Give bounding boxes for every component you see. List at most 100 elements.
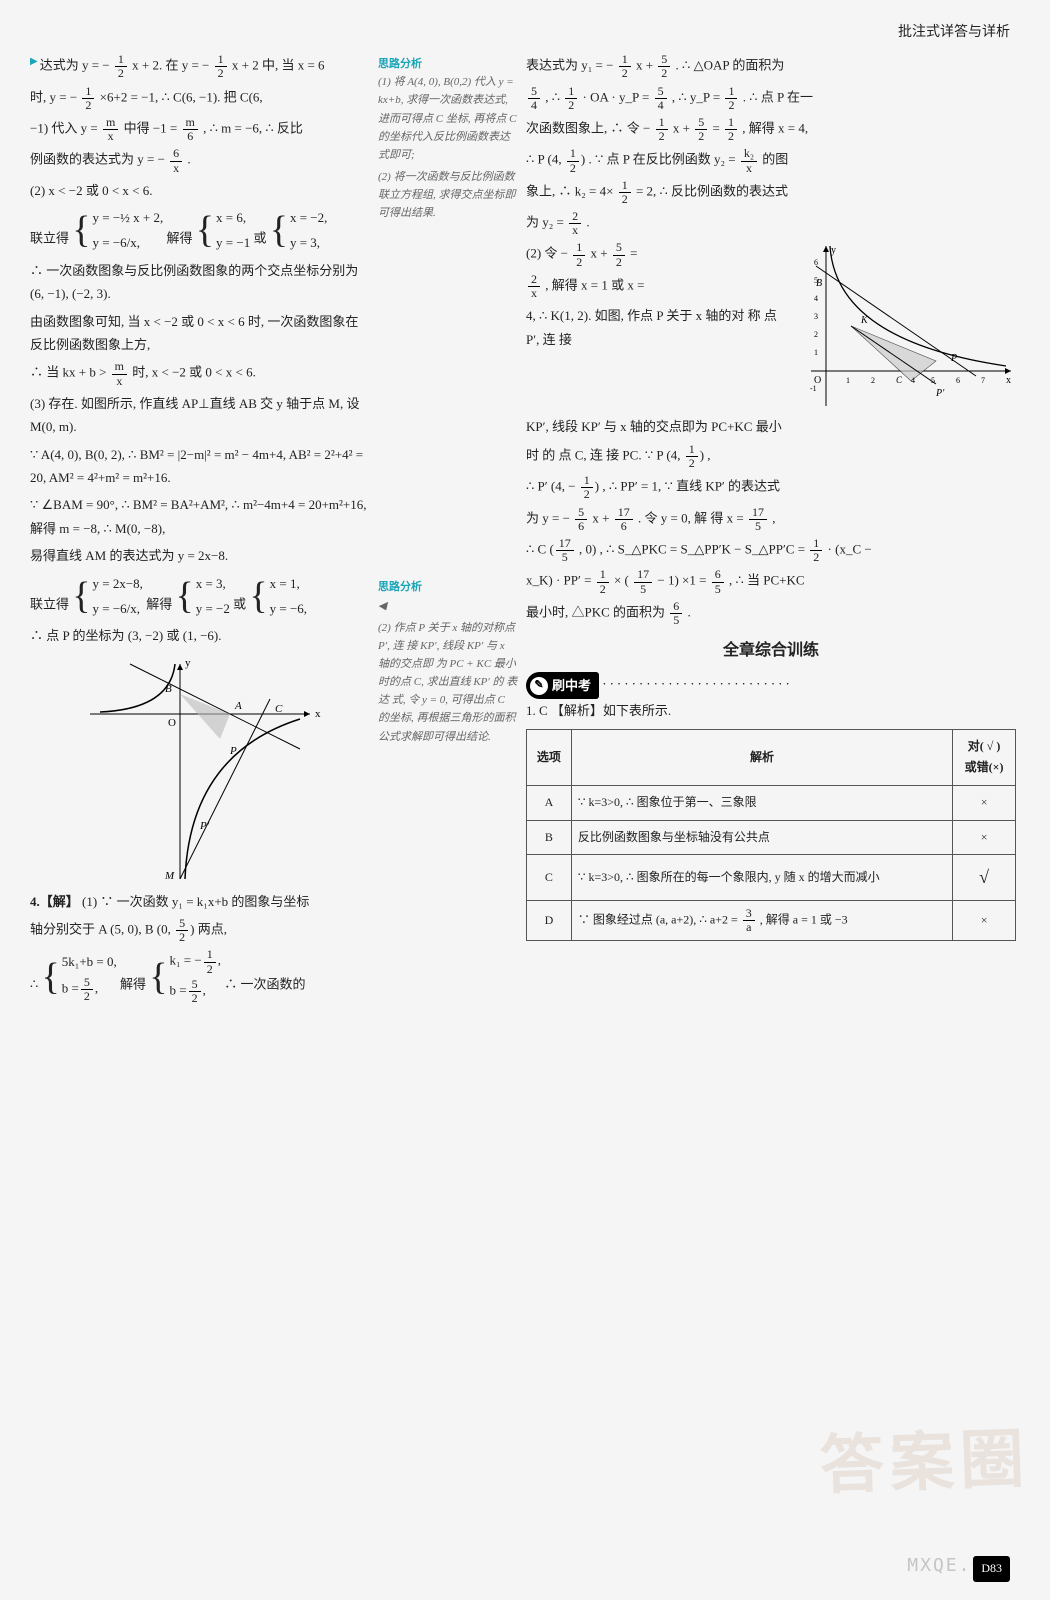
t: 轴分别交于 A (5, 0), B [30,922,154,937]
t: y = −6/x, [93,231,164,254]
page-footer: D83 [973,1556,1010,1582]
text-line: 例函数的表达式为 y = − 6x . [30,147,370,174]
fraction: m6 [183,116,198,143]
t: ∴ C [526,542,546,557]
t: 次函数图象上, ∴ 令 − [526,121,650,136]
t: . 令 y = 0, 解 得 x = [638,510,744,525]
svg-text:2: 2 [871,376,875,385]
text-line: ∵ A(4, 0), B(0, 2), ∴ BM² = |2−m|² = m² … [30,443,370,490]
t: x + 2 中, 当 x = 6 [232,58,325,73]
th: 选项 [527,729,572,785]
answer-table: 选项 解析 对( √ ) 或错(×) A ∵ k=3>0, ∴ 图象位于第一、三… [526,729,1016,941]
badge-row: ✎ 刷中考 ·························· [526,672,1016,700]
t: . [586,215,589,230]
td: ∵ 图象经过点 (a, a+2), ∴ a+2 = 3a , 解得 a = 1 … [571,900,952,940]
t: = [630,246,637,261]
t: · OA · y_P = [583,89,650,104]
svg-text:3: 3 [814,312,818,321]
td: 反比例函数图象与坐标轴没有公共点 [571,820,952,855]
fraction: 2x [528,273,540,300]
svg-text:P′: P′ [935,388,945,399]
t: y = −2 [196,597,230,620]
text-line: ∴ 一次函数图象与反比例函数图象的两个交点坐标分别为 (6, −1), (−2,… [30,259,370,306]
fraction: 56 [575,506,587,533]
svg-text:P: P [229,745,237,757]
t: (1) ∵ 一次函数 y₁ = k₁x+b 的图象与坐标 [82,894,309,909]
t: x = 3, [196,572,230,595]
fraction: 12 [565,85,577,112]
fraction: mx [103,116,118,143]
t: , 解得 x = 1 或 x = [545,277,644,292]
t: , ∴ 当 PC+KC [729,573,805,588]
text-line: −1) 代入 y = mx 中得 −1 = m6 , ∴ m = −6, ∴ 反… [30,116,370,143]
hint-text: (2) 作点 P 关于 x 轴的对称点 P′, 连 接 KP′, 线段 KP′ … [378,619,518,746]
fraction: 12 [686,443,698,470]
t: 4, [552,152,562,167]
pointer-icon: ▶ [30,53,38,71]
fraction: 54 [655,85,667,112]
t: , [707,448,710,463]
t: y = 2x−8, [93,572,143,595]
fraction: mx [112,360,127,387]
fraction: 52 [658,53,670,80]
exam-badge: ✎ 刷中考 [526,672,599,699]
svg-text:4: 4 [911,376,915,385]
t: 的图 [762,152,788,167]
t: . ∴ 点 P 在一 [743,89,813,104]
t: x + [673,121,690,136]
th: 解析 [571,729,952,785]
t: x = −2, [290,206,327,229]
t: 象上, ∴ k₂ = 4× [526,183,613,198]
t: y = −6/x, [93,597,143,620]
fraction: 12 [215,53,227,80]
equation-system: 联立得 y = −½ x + 2, y = −6/x, 解得 x = 6, y … [30,206,370,255]
fraction: 176 [615,506,633,533]
fraction: 12 [810,537,822,564]
t: 解得 [146,596,172,611]
svg-text:5: 5 [814,276,818,285]
t: . [187,152,190,167]
t: 为 y = − [526,510,570,525]
fraction: 52 [176,917,188,944]
text-line: ∴ P (4, 12) . ∵ 点 P 在反比例函数 y₂ = k₂x 的图 [526,147,1016,174]
fraction: 12 [725,116,737,143]
table-row: A ∵ k=3>0, ∴ 图象位于第一、三象限 × [527,786,1016,821]
t: 最小时, △PKC 的面积为 [526,604,665,619]
svg-text:5: 5 [931,376,935,385]
svg-text:y: y [831,245,836,256]
hint-text: (1) 将 A(4, 0), B(0,2) 代入 y = kx+b, 求得一次函… [378,73,518,164]
text-line: (2) x < −2 或 0 < x < 6. [30,179,370,202]
t: b =52, [62,976,117,1003]
t: · (x_C − [828,542,872,557]
t: × [614,573,621,588]
hint-ptr: ◀ [378,597,518,615]
svg-text:7: 7 [981,376,985,385]
t: 0, [161,922,171,937]
text-line: 54 , ∴ 12 · OA · y_P = 54 , ∴ y_P = 12 .… [526,85,1016,112]
t: 解得 [167,230,193,245]
fraction: 52 [613,241,625,268]
t: x + [592,510,609,525]
fraction: 12 [597,568,609,595]
svg-text:2: 2 [814,330,818,339]
fraction: 12 [656,116,668,143]
t: 联立得 [30,596,69,611]
t: x + 2. 在 y = − [132,58,209,73]
fraction: 175 [749,506,767,533]
t: −1) 代入 y = [30,121,98,136]
watermark-text: 答案圈 [818,1401,1032,1523]
t: 4.【解】 [30,894,79,909]
t: , ∴ S_△PKC = S_△PP′K − S_△PP′C = [600,542,805,557]
t: 刷中考 [552,674,591,697]
fraction: 175 [556,537,574,564]
fraction: 12 [619,179,631,206]
equation-system: ∴ 5k₁+b = 0, b =52, 解得 k₁ = −12, b =52, … [30,948,370,1005]
svg-text:-1: -1 [810,384,817,393]
t: ∴ 一次函数的 [224,977,305,992]
table-row: D ∵ 图象经过点 (a, a+2), ∴ a+2 = 3a , 解得 a = … [527,900,1016,940]
equation-system: 联立得 y = 2x−8, y = −6/x, 解得 x = 3, y = −2… [30,572,370,621]
fraction: 52 [695,116,707,143]
svg-text:P′: P′ [199,820,210,832]
text-line: 象上, ∴ k₂ = 4× 12 = 2, ∴ 反比例函数的表达式 [526,179,1016,206]
t: ×6+2 = −1, ∴ C(6, −1). 把 C(6, [100,89,263,104]
